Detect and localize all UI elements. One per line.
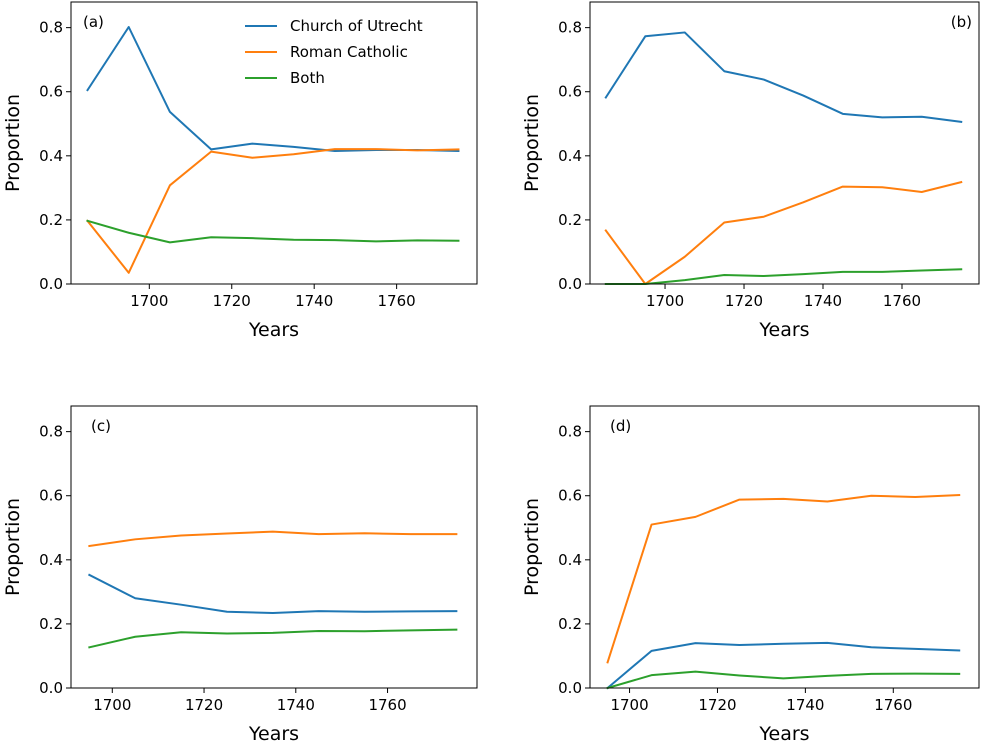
axes-frame: [70, 405, 478, 689]
x-axis-label: Years: [248, 319, 299, 341]
series-line-3: [86, 219, 460, 244]
y-tick-label: 0.2: [39, 211, 63, 229]
x-tick-label: 1760: [378, 292, 416, 310]
y-tick-label: 0.2: [39, 615, 63, 633]
panel-label: (c): [91, 417, 111, 435]
legend-entry-label: Roman Catholic: [290, 43, 408, 61]
x-tick-label: 1700: [610, 696, 648, 714]
y-axis-label: Proportion: [521, 94, 543, 192]
legend-entry-label: Church of Utrecht: [290, 17, 423, 35]
y-tick-label: 0.6: [558, 487, 582, 505]
panel-label: (d): [610, 417, 631, 435]
axes-frame: [70, 1, 478, 285]
y-tick-label: 0.0: [558, 275, 582, 293]
x-axis-label: Years: [248, 723, 299, 745]
y-tick-label: 0.8: [558, 19, 582, 37]
x-tick-label: 1700: [130, 292, 168, 310]
y-axis-label: Proportion: [2, 94, 24, 192]
legend-entry-label: Both: [290, 69, 325, 87]
chart-panel-c: 1700 1720 1740 1760 0.0 0.2 0.4 0.6 0.8 Years Prop…: [2, 405, 478, 745]
y-tick-label: 0.6: [39, 83, 63, 101]
y-axis-label: Proportion: [521, 498, 543, 596]
series-line-2: [86, 148, 460, 274]
y-tick-label: 0.8: [39, 423, 63, 441]
x-tick-label: 1720: [185, 696, 223, 714]
chart-panel-b: 1700 1720 1740 1760 0.0 0.2 0.4 0.6 0.8 Years Prop…: [521, 1, 980, 341]
y-axis-label: Proportion: [2, 498, 24, 596]
x-tick-label: 1760: [874, 696, 912, 714]
series-line-3: [606, 670, 961, 690]
y-tick-label: 0.2: [558, 615, 582, 633]
x-tick-label: 1720: [213, 292, 251, 310]
x-axis-label: Years: [758, 723, 809, 745]
series-line-2: [88, 530, 458, 548]
x-tick-label: 1720: [725, 292, 763, 310]
legend: Church of Utrecht Roman Catholic Both: [245, 17, 423, 87]
x-tick-label: 1740: [277, 696, 315, 714]
series-line-3: [604, 268, 963, 285]
chart-panel-d: 1700 1720 1740 1760 0.0 0.2 0.4 0.6 0.8 Years Prop…: [521, 405, 980, 745]
x-tick-label: 1740: [295, 292, 333, 310]
series-line-1: [88, 573, 458, 615]
x-axis-label: Years: [758, 319, 809, 341]
y-tick-label: 0.2: [558, 211, 582, 229]
y-tick-label: 0.4: [558, 551, 582, 569]
series-line-1: [606, 641, 961, 690]
panel-label: (a): [83, 13, 104, 31]
y-tick-label: 0.6: [558, 83, 582, 101]
x-tick-label: 1700: [646, 292, 684, 310]
x-tick-label: 1760: [368, 696, 406, 714]
x-tick-label: 1760: [883, 292, 921, 310]
x-tick-label: 1720: [698, 696, 736, 714]
y-tick-label: 0.0: [558, 679, 582, 697]
y-tick-label: 0.4: [39, 147, 63, 165]
chart-panel-a: 1700 1720 1740 1760 0.0 0.2 0.4 0.6 0.8 Years Prop…: [2, 1, 478, 341]
series-line-1: [604, 31, 963, 123]
series-line-2: [606, 494, 961, 664]
y-tick-label: 0.4: [558, 147, 582, 165]
axes-frame: [589, 1, 980, 285]
x-tick-label: 1740: [786, 696, 824, 714]
y-tick-label: 0.8: [558, 423, 582, 441]
series-line-2: [604, 180, 963, 285]
x-tick-label: 1700: [93, 696, 131, 714]
x-tick-label: 1740: [804, 292, 842, 310]
series-line-3: [88, 628, 458, 649]
panel-label: (b): [951, 13, 972, 31]
y-tick-label: 0.0: [39, 275, 63, 293]
y-tick-label: 0.0: [39, 679, 63, 697]
y-tick-label: 0.6: [39, 487, 63, 505]
y-tick-label: 0.8: [39, 19, 63, 37]
y-tick-label: 0.4: [39, 551, 63, 569]
axes-frame: [589, 405, 980, 689]
